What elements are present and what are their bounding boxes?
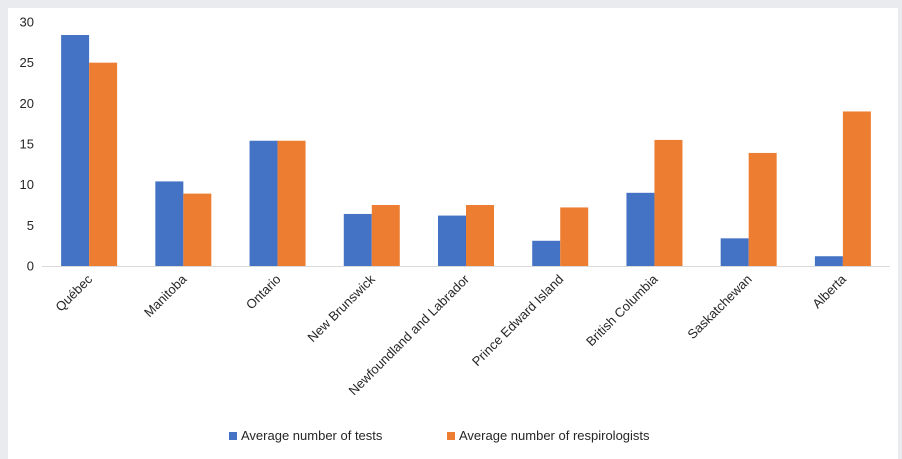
x-axis-labels: Québec Manitoba Ontario New BrunswickNewfou… — [52, 271, 849, 398]
x-category-label: Prince Edward Island — [469, 272, 566, 369]
legend-swatch-tests — [229, 432, 237, 440]
x-category-label: Québec — [52, 271, 95, 314]
y-axis-ticks: 0 5 10 15 20 25 30 — [20, 15, 34, 274]
bar-respirologists — [842, 111, 871, 266]
x-category-label: British Columbia — [583, 271, 661, 349]
bar-tests — [249, 140, 278, 266]
bar-chart: 0 5 10 15 20 25 30 Québec Manitoba Ontario New Br… — [20, 15, 890, 443]
bar-respirologists — [560, 207, 589, 266]
bar-tests — [626, 192, 655, 266]
bar-respirologists — [371, 205, 400, 266]
chart-panel: 0 5 10 15 20 25 30 Québec Manitoba Ontario New Br… — [8, 8, 898, 459]
bar-tests — [155, 181, 184, 266]
x-category-label: Ontario — [243, 272, 284, 313]
legend-swatch-respirologists — [447, 432, 455, 440]
bar-respirologists — [466, 205, 494, 266]
bar-respirologists — [654, 139, 683, 266]
y-tick-label: 30 — [20, 15, 34, 30]
legend: Average number of tests Average number o… — [229, 428, 650, 443]
bar-tests — [438, 215, 466, 266]
legend-label-respirologists: Average number of respirologists — [459, 428, 650, 443]
y-tick-label: 0 — [27, 259, 34, 274]
y-tick-label: 20 — [20, 96, 34, 111]
y-tick-label: 15 — [20, 137, 34, 152]
x-category-label: New Brunswick — [304, 271, 378, 345]
bar-tests — [61, 35, 90, 266]
legend-label-tests: Average number of tests — [241, 428, 383, 443]
bar-tests — [720, 238, 749, 266]
y-tick-label: 5 — [27, 218, 34, 233]
bar-tests — [343, 213, 372, 266]
x-category-label: Saskatchewan — [684, 272, 754, 342]
bars — [61, 35, 871, 266]
bar-tests — [532, 240, 561, 266]
bar-respirologists — [89, 62, 118, 266]
bar-respirologists — [748, 152, 777, 266]
x-category-label: Alberta — [809, 271, 849, 311]
y-tick-label: 25 — [20, 55, 34, 70]
x-category-label: Manitoba — [141, 271, 190, 320]
bar-tests — [814, 256, 843, 266]
y-tick-label: 10 — [20, 177, 34, 192]
bar-respirologists — [183, 193, 212, 266]
bar-respirologists — [277, 140, 306, 266]
